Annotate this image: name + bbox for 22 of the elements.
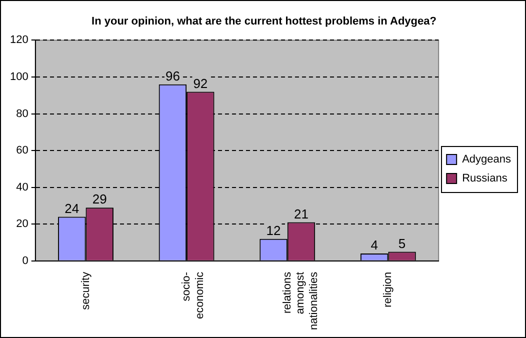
data-label: 21 [294, 206, 308, 222]
x-tick-label: relations amongst nationalities [281, 271, 320, 330]
x-tick-label: security [80, 271, 92, 310]
data-label: 96 [165, 68, 180, 84]
data-label: 24 [64, 200, 80, 216]
y-tick-label: 60 [16, 144, 28, 157]
y-tick-label: 100 [10, 71, 28, 84]
data-label: 12 [266, 222, 281, 238]
data-label: 92 [193, 76, 208, 91]
legend-label: Russians [462, 172, 508, 185]
data-label: 4 [370, 238, 378, 253]
y-tick-label: 120 [10, 34, 28, 46]
legend-label: Adygeans [462, 154, 512, 166]
y-tick-label: 40 [16, 181, 28, 194]
data-label: 29 [92, 192, 107, 207]
y-tick-label: 80 [16, 108, 28, 120]
y-tick-label: 20 [16, 218, 28, 230]
x-tick-label: socio-economic [180, 271, 206, 319]
chart-title: In your opinion, what are the current hottest problems in Adygea? [92, 16, 437, 28]
data-label: 5 [398, 236, 406, 251]
y-tick-label: 0 [22, 254, 28, 267]
x-tick-label: religion [382, 272, 394, 308]
